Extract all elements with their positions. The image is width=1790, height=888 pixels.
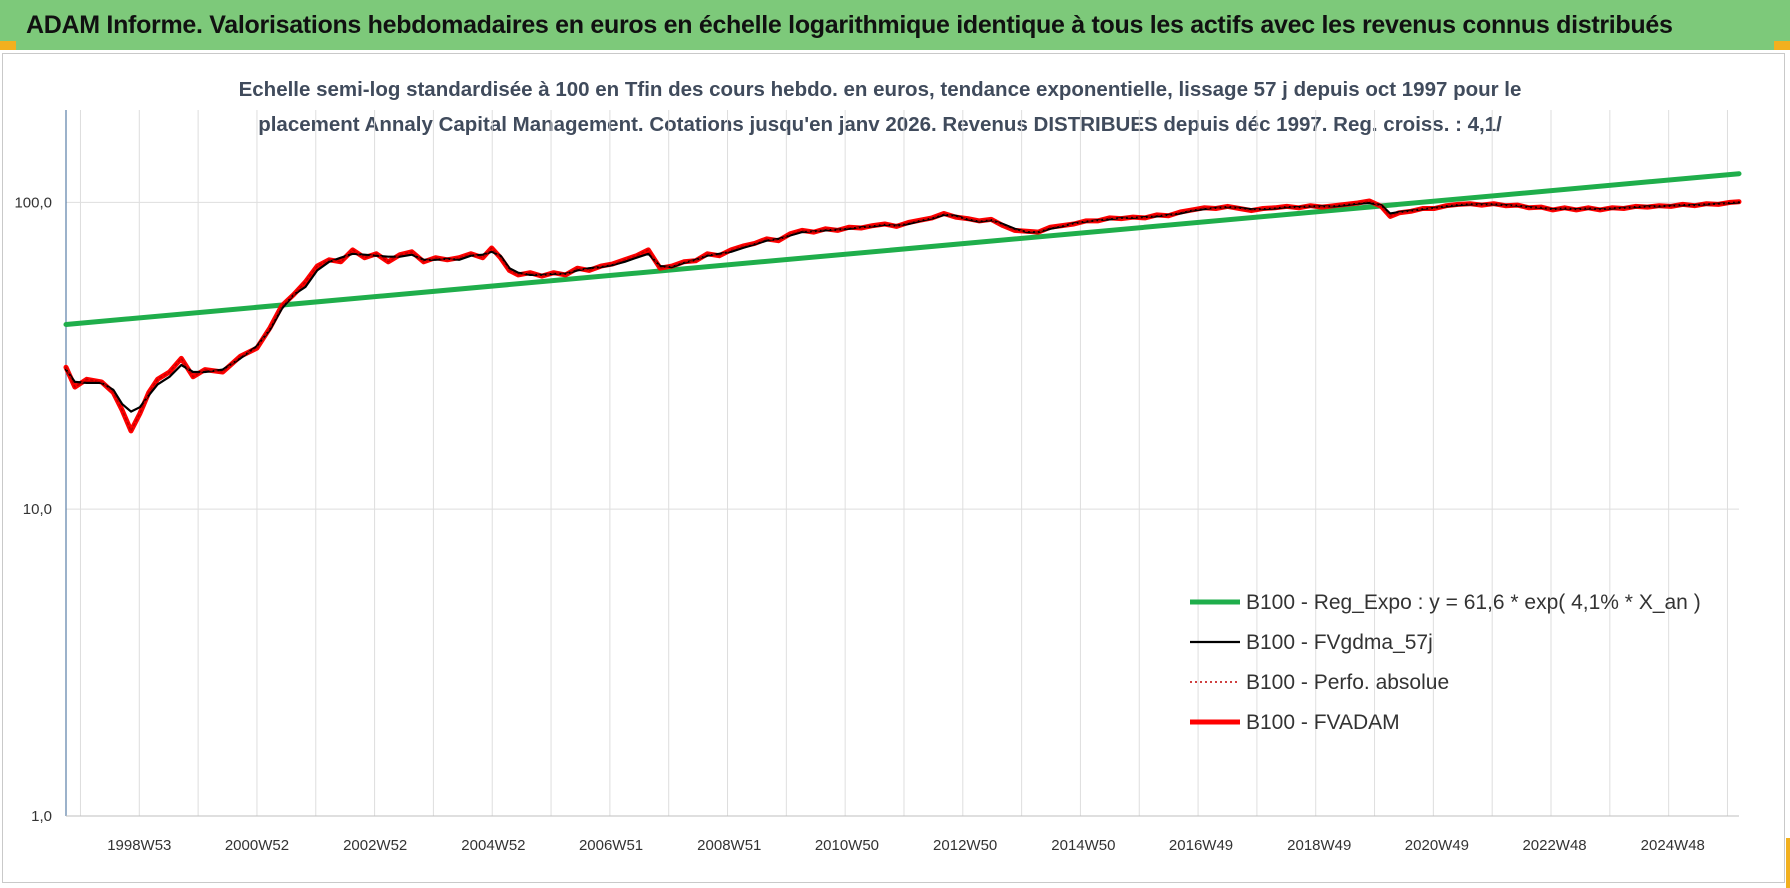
gridlines [66,110,1739,817]
legend-entry-label: B100 - Perfo. absolue [1246,671,1449,694]
chart-frame [2,53,1785,883]
series-line-0 [63,171,1742,327]
report-title: ADAM Informe. Valorisations hebdomadaire… [26,10,1673,39]
chart-title: Echelle semi-log standardisée à 100 en T… [230,72,1530,142]
x-tick-label: 2000W52 [225,837,289,854]
legend-entry-label: B100 - FVgdma_57j [1246,631,1433,654]
y-tick-labels: 1,0 10,0 100,0 [14,194,52,825]
chart-title-line-1: Echelle semi-log standardisée à 100 en T… [238,78,1522,101]
x-tick-label: 1998W53 [107,837,171,854]
legend: B100 - Reg_Expo : y = 61,6 * exp( 4,1% *… [1190,591,1701,734]
x-tick-label: 2022W48 [1522,837,1586,854]
report-title-banner: ADAM Informe. Valorisations hebdomadaire… [0,0,1790,50]
x-tick-label: 2012W50 [933,837,997,854]
series-line-2 [65,200,1740,432]
x-tick-label: 2024W48 [1641,837,1705,854]
y-tick-label: 1,0 [31,808,52,825]
x-tick-label: 2002W52 [343,837,407,854]
corner-marker-right [1774,41,1790,50]
x-tick-label: 2006W51 [579,837,643,854]
legend-entry-label: B100 - Reg_Expo : y = 61,6 * exp( 4,1% *… [1246,591,1701,614]
series-lines [63,171,1742,434]
x-tick-label: 2004W52 [461,837,525,854]
legend-entry-label: B100 - FVADAM [1246,711,1400,734]
x-tick-label: 2018W49 [1287,837,1351,854]
axes [65,110,1739,817]
x-tick-label: 2014W50 [1051,837,1115,854]
y-tick-label: 100,0 [14,194,52,211]
x-tick-label: 2010W50 [815,837,879,854]
series-line-3 [63,198,1742,434]
x-tick-label: 2016W49 [1169,837,1233,854]
right-edge-marker [1786,838,1790,888]
x-tick-label: 2008W51 [697,837,761,854]
x-tick-label: 2020W49 [1405,837,1469,854]
y-tick-label: 10,0 [23,501,52,518]
corner-marker-left [0,41,16,50]
x-tick-labels: 1998W53 2000W52 2002W52 2004W52 2006W51 2008W… [107,837,1705,854]
series-line-1 [64,201,1741,413]
chart-title-line-2: placement Annaly Capital Management. Cot… [258,113,1502,136]
